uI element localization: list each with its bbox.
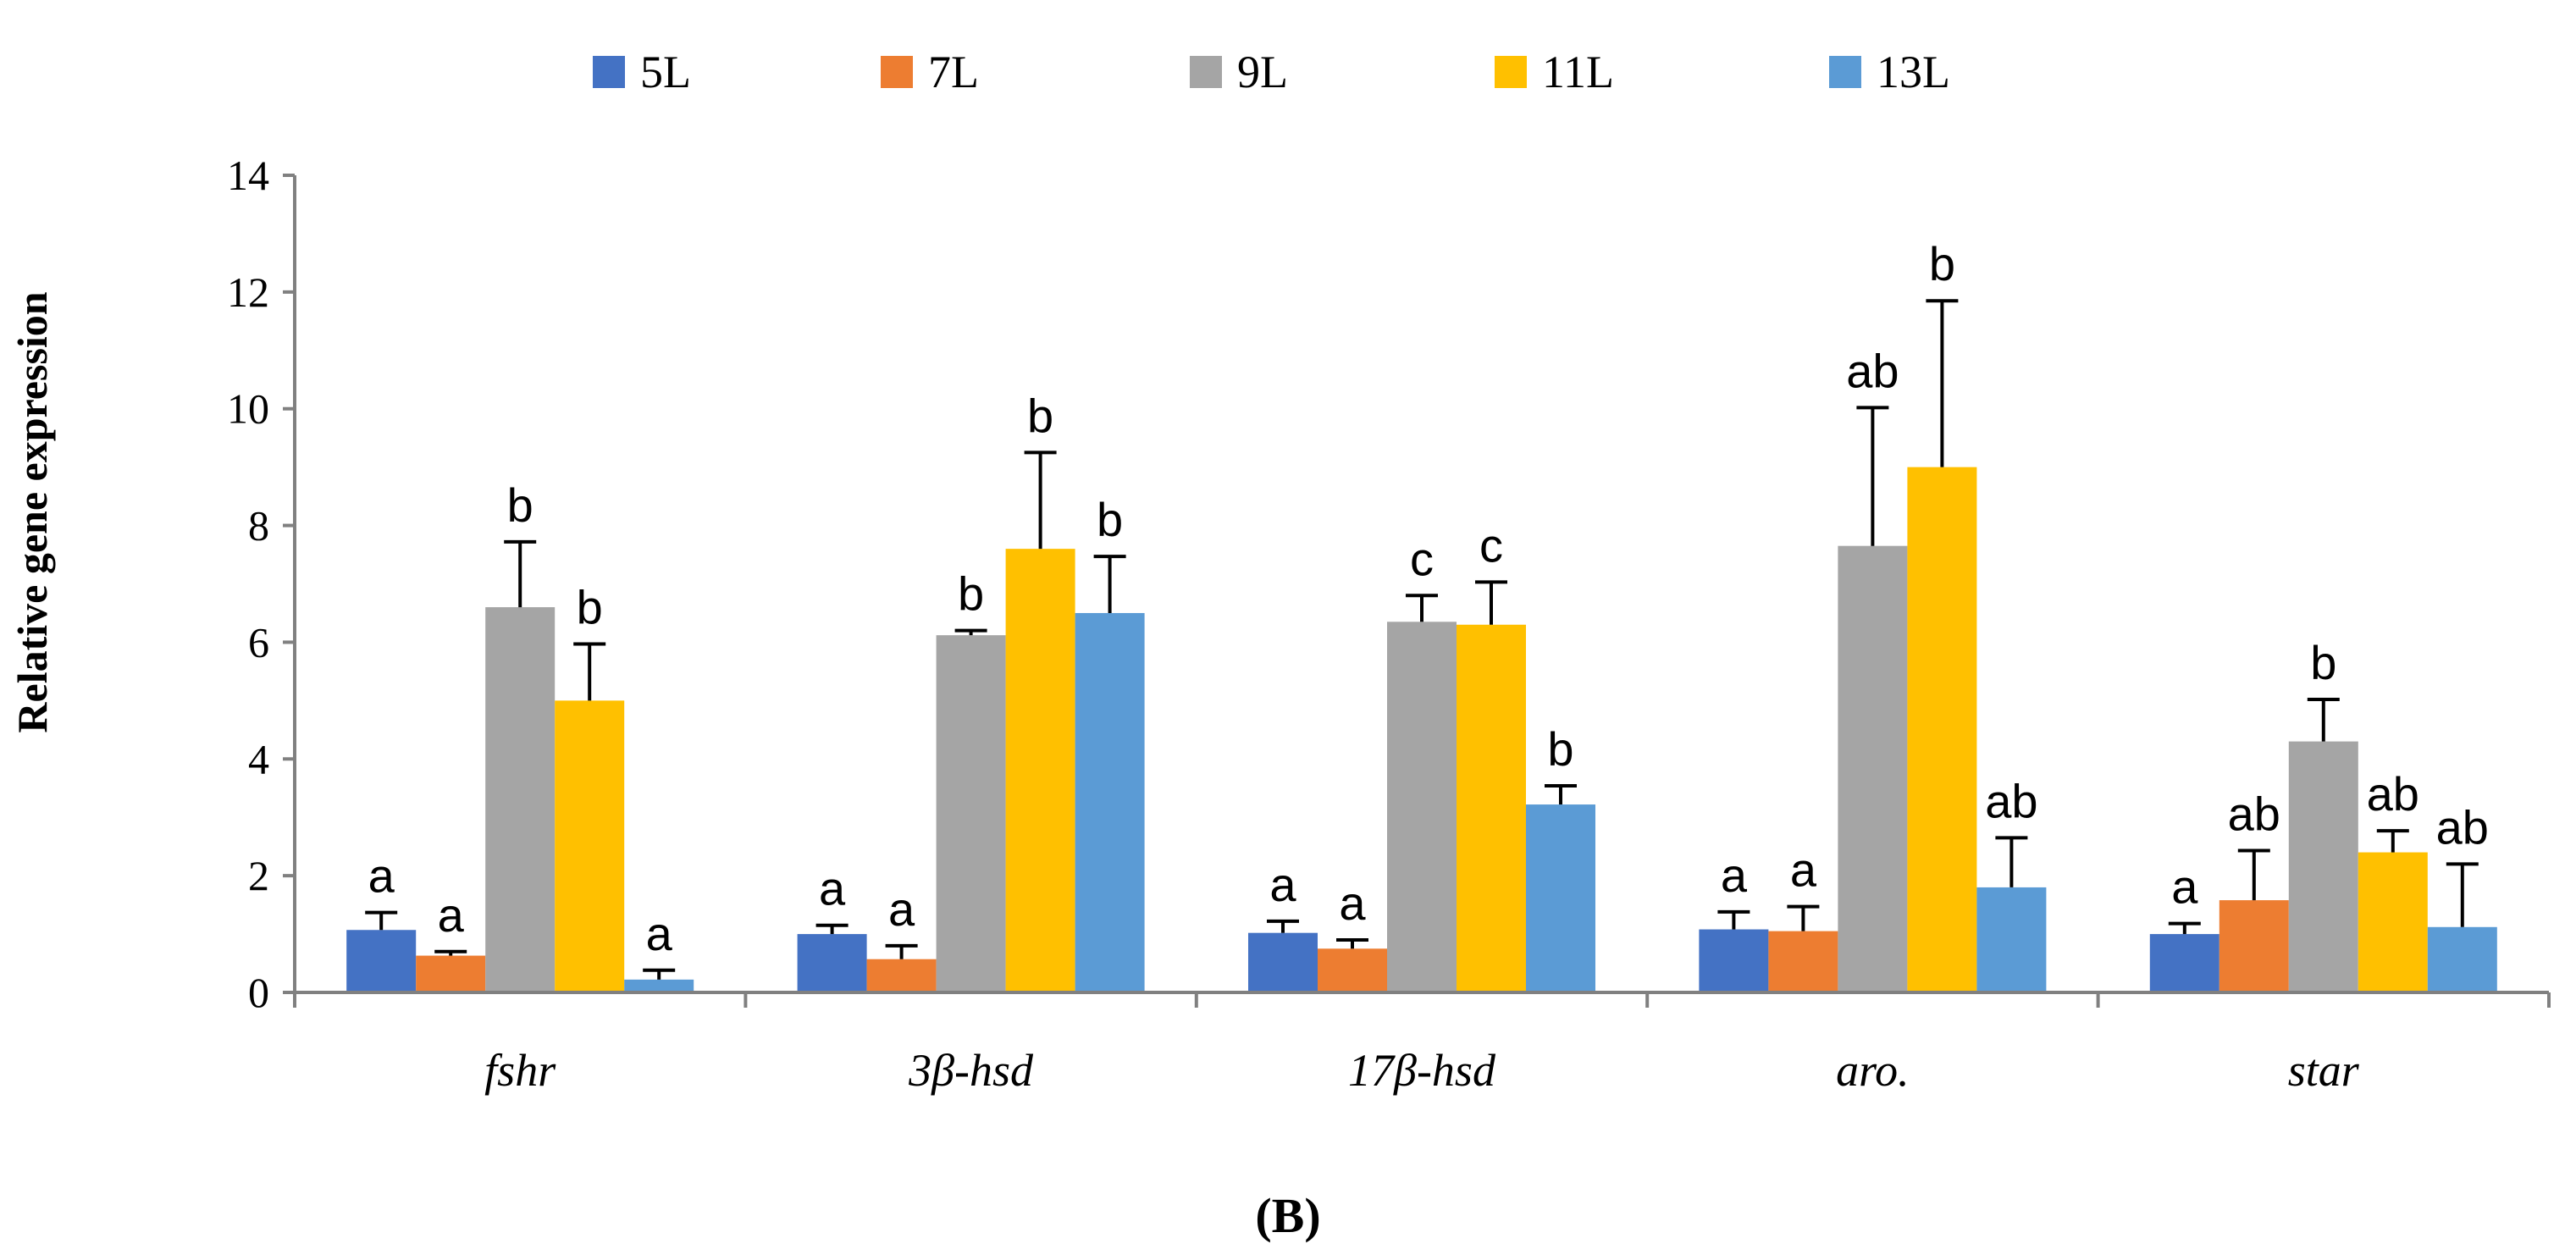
y-axis-title: Relative gene expression [8,291,56,732]
significance-letter: ab [2436,800,2489,854]
significance-letter: b [1097,493,1123,546]
legend-label: 11L [1542,47,1614,97]
bar [2219,900,2289,992]
bar [1907,467,1977,992]
panel-label: (B) [1255,1188,1320,1243]
x-category-label: star [2288,1045,2360,1096]
significance-letter: a [1339,876,1366,930]
legend-label: 9L [1237,47,1288,97]
bar [936,635,1006,992]
bar [1768,931,1838,992]
y-axis-ticks: 0 2 4 6 8 10 12 14 [227,152,295,1016]
significance-letter: ab [1985,774,2037,827]
significance-letter: a [1721,848,1748,902]
bar [1318,948,1387,992]
bar [797,934,867,992]
legend-swatch [1829,56,1861,88]
x-category-label: 3β-hsd [908,1045,1034,1096]
bar [1387,622,1457,992]
bar [485,607,556,992]
bars [346,467,2497,992]
error-bars [365,299,2479,980]
significance-letter: a [368,849,395,903]
x-axis-labels: fshr 3β-hsd 17β-hsd aro. star [484,1045,2360,1096]
significance-letter: a [1790,843,1817,897]
bar [2288,741,2358,992]
significance-letter: ab [2367,767,2419,821]
bar [346,930,417,992]
bar [1248,932,1318,992]
bar [1005,549,1075,992]
x-category-label: 17β-hsd [1348,1045,1496,1096]
legend-label: 7L [928,47,979,97]
significance-letter: a [438,888,465,942]
significance-letter: b [1027,389,1053,442]
y-tick-label: 0 [248,969,269,1016]
significance-letter: c [1479,518,1503,572]
legend-swatch [881,56,913,88]
x-category-label: fshr [484,1045,556,1096]
legend: 5L 7L 9L 11L 13L [593,47,1950,97]
significance-letter: ab [1846,344,1899,397]
y-tick-label: 4 [248,735,269,782]
bar [1838,545,1908,992]
significance-letter: c [1410,532,1434,585]
x-axis-ticks [293,992,2551,1008]
significance-letter: b [958,567,984,621]
bar [866,959,937,992]
bar [1699,929,1769,992]
significance-letter: a [2171,860,2198,914]
y-tick-label: 2 [248,852,269,899]
y-tick-label: 8 [248,502,269,550]
bar [2149,934,2219,992]
bar [416,955,486,992]
bar [2358,852,2428,992]
legend-swatch [593,56,625,88]
legend-label: 13L [1877,47,1950,97]
significance-letter: b [1929,237,1955,290]
significance-letter: b [1547,722,1573,776]
significance-letter: a [646,907,673,960]
significance-letter: a [819,862,846,915]
significance-letter: b [507,478,533,532]
legend-swatch [1495,56,1527,88]
bar [1976,887,2047,992]
y-tick-label: 10 [227,385,269,433]
legend-label: 5L [640,47,691,97]
significance-letter: b [2310,636,2336,689]
bar [1457,624,1526,992]
x-category-label: aro. [1836,1045,1910,1096]
bar [624,979,694,992]
bar [1075,612,1145,992]
bar [555,700,625,992]
y-tick-label: 14 [227,152,269,199]
legend-swatch [1190,56,1222,88]
bar [1526,804,1595,992]
bar [2427,926,2497,992]
significance-letter: ab [2228,788,2280,841]
y-tick-label: 12 [227,268,269,316]
significance-letter: b [577,580,603,633]
significance-letter: a [888,882,915,936]
y-tick-label: 6 [248,618,269,666]
significance-letter: a [1269,858,1296,911]
